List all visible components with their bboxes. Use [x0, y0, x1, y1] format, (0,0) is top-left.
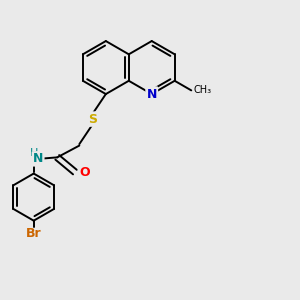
- Text: H: H: [29, 148, 38, 158]
- Text: S: S: [88, 112, 97, 126]
- Text: O: O: [79, 166, 90, 178]
- Text: N: N: [33, 152, 43, 165]
- Text: Br: Br: [26, 227, 41, 240]
- Text: N: N: [146, 88, 157, 100]
- Text: CH₃: CH₃: [194, 85, 212, 95]
